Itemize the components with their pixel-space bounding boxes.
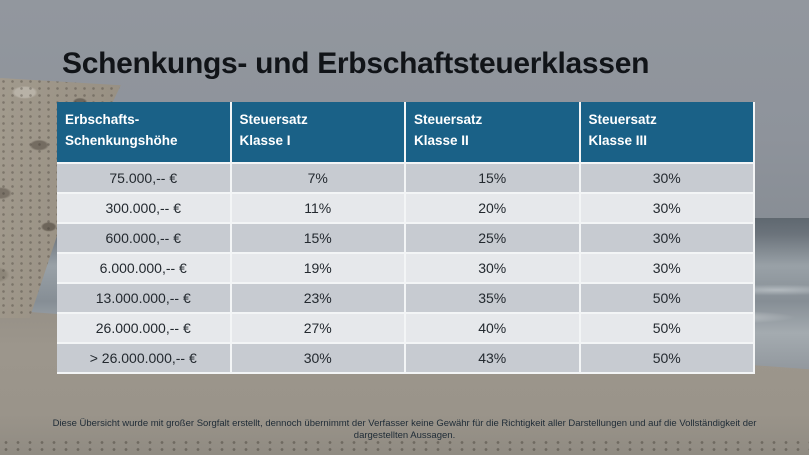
rate-cell: 11% [231, 194, 404, 222]
rate-cell: 19% [231, 254, 404, 282]
rate-cell: 30% [580, 254, 753, 282]
amount-cell: 26.000.000,-- € [57, 314, 230, 342]
rate-cell: 50% [580, 284, 753, 312]
header-line: Klasse II [414, 133, 469, 148]
rate-cell: 43% [406, 344, 579, 372]
header-line: Steuersatz [588, 112, 657, 127]
header-line: Klasse I [239, 133, 291, 148]
amount-cell: 6.000.000,-- € [57, 254, 230, 282]
disclaimer-text: Diese Übersicht wurde mit großer Sorgfal… [52, 418, 757, 441]
rate-cell: 30% [580, 194, 753, 222]
rate-cell: 30% [580, 164, 753, 192]
amount-cell: 13.000.000,-- € [57, 284, 230, 312]
column-header-class1: Steuersatz Klasse I [231, 102, 404, 162]
rate-cell: 7% [231, 164, 404, 192]
rate-cell: 30% [580, 224, 753, 252]
column-header-class2: Steuersatz Klasse II [406, 102, 579, 162]
beach-pebbles [0, 0, 2, 2]
rate-cell: 27% [231, 314, 404, 342]
slide-title: Schenkungs- und Erbschaftsteuerklassen [62, 47, 650, 80]
rate-cell: 40% [406, 314, 579, 342]
header-line: Klasse III [588, 133, 648, 148]
rate-cell: 50% [580, 314, 753, 342]
column-header-class3: Steuersatz Klasse III [580, 102, 753, 162]
rate-cell: 35% [406, 284, 579, 312]
header-line: Schenkungshöhe [65, 133, 178, 148]
rate-cell: 23% [231, 284, 404, 312]
tax-table: Erbschafts- Schenkungshöhe Steuersatz Kl… [57, 102, 755, 374]
header-line: Steuersatz [414, 112, 483, 127]
rate-cell: 50% [580, 344, 753, 372]
column-header-amount: Erbschafts- Schenkungshöhe [57, 102, 230, 162]
rate-cell: 30% [406, 254, 579, 282]
header-line: Erbschafts- [65, 112, 140, 127]
amount-cell: 300.000,-- € [57, 194, 230, 222]
amount-cell: 75.000,-- € [57, 164, 230, 192]
header-line: Steuersatz [239, 112, 308, 127]
rate-cell: 15% [231, 224, 404, 252]
rate-cell: 20% [406, 194, 579, 222]
amount-cell: 600.000,-- € [57, 224, 230, 252]
rate-cell: 30% [231, 344, 404, 372]
rate-cell: 25% [406, 224, 579, 252]
amount-cell: > 26.000.000,-- € [57, 344, 230, 372]
beach-pebble-band [0, 439, 809, 453]
rate-cell: 15% [406, 164, 579, 192]
